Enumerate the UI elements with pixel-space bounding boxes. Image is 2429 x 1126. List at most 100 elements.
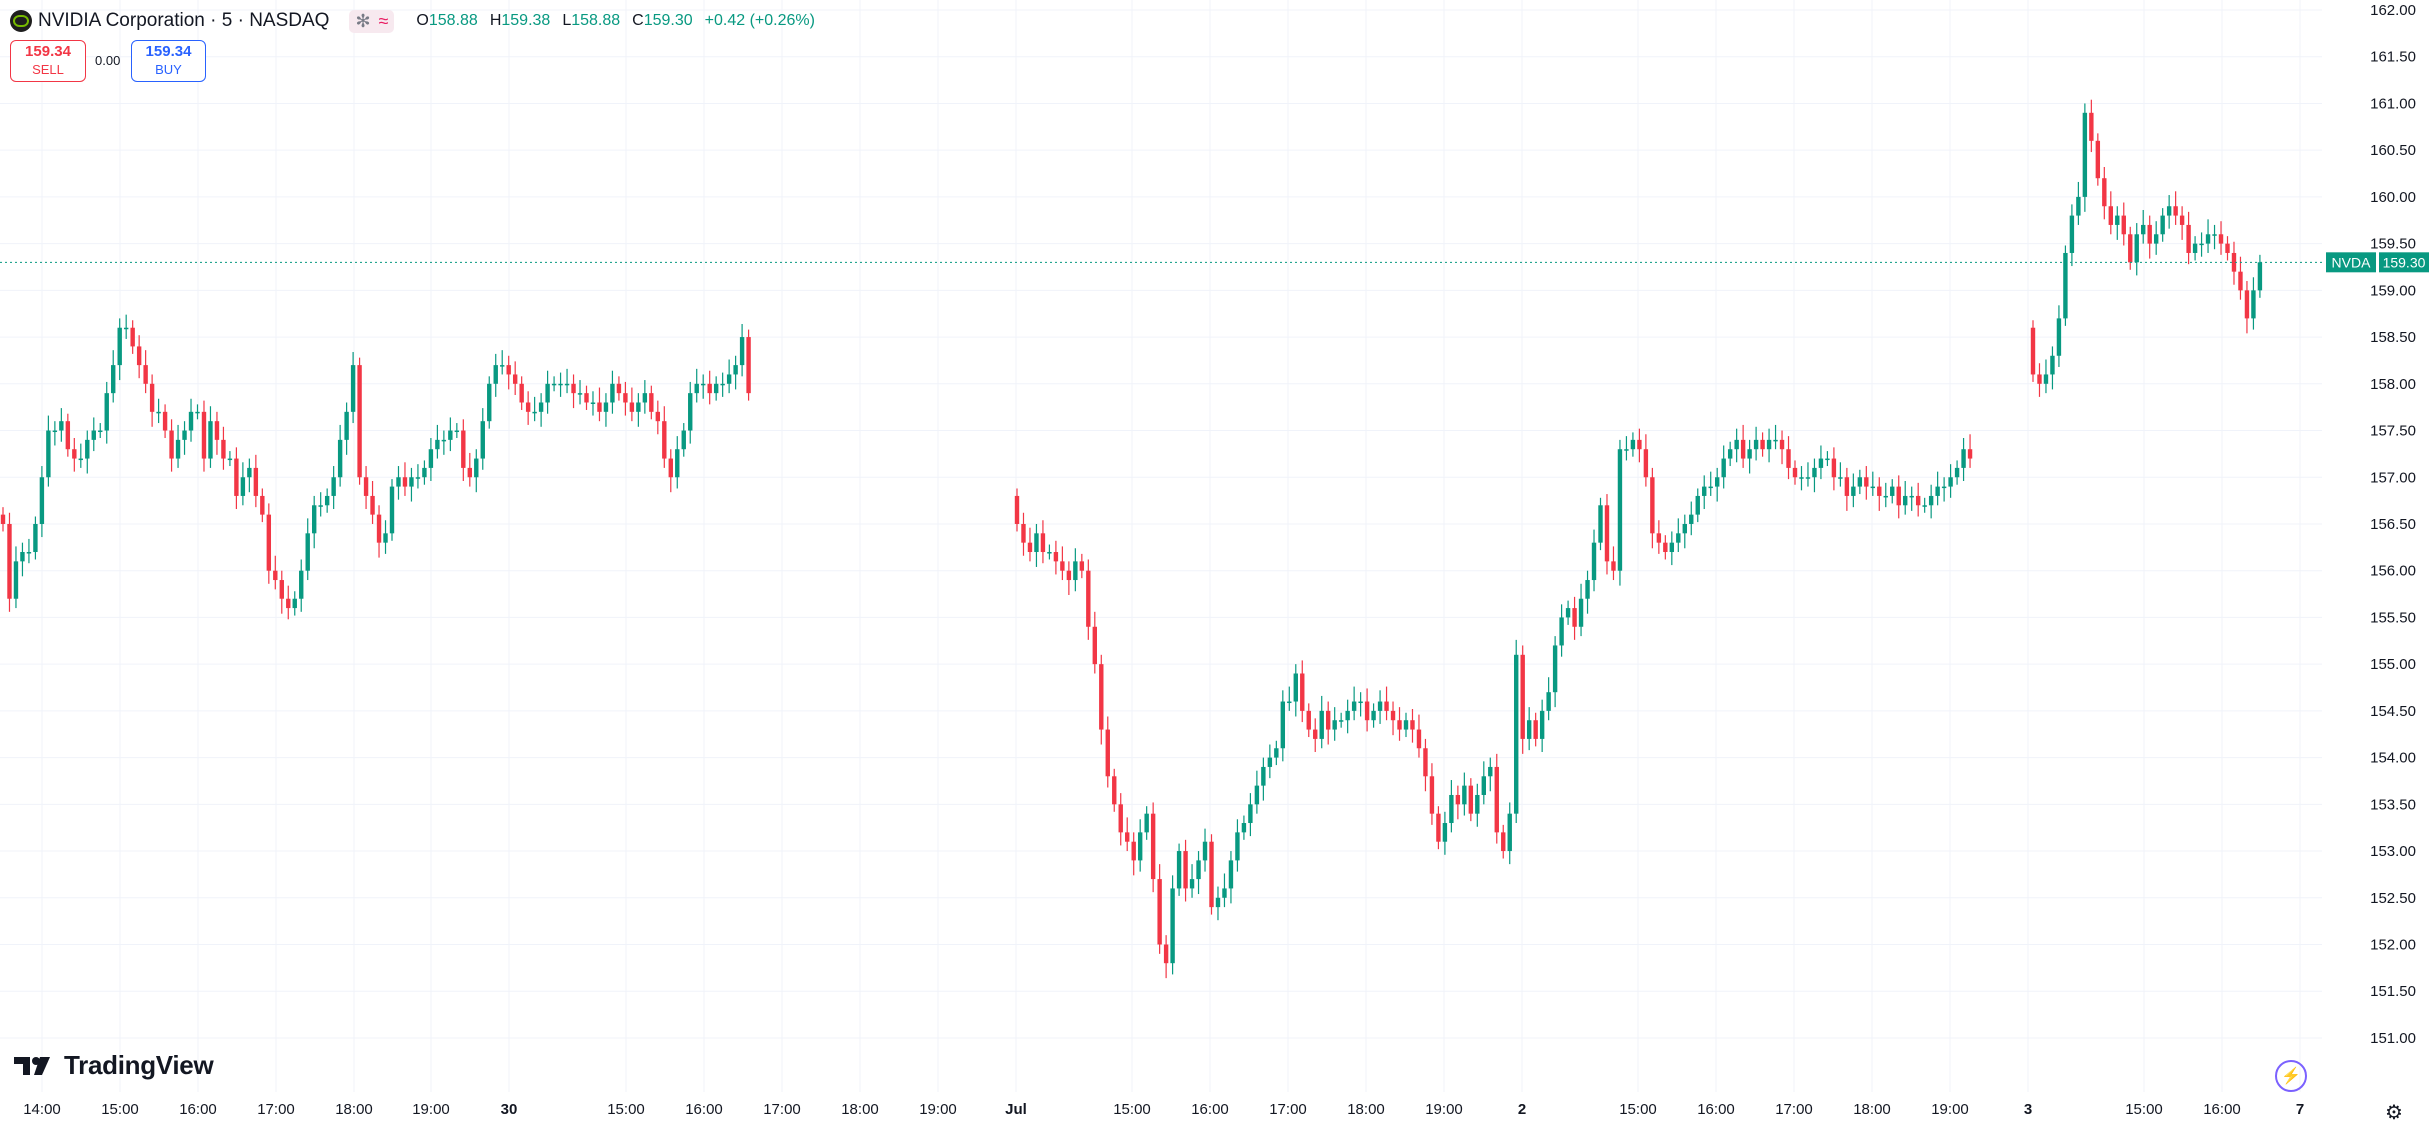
- y-tick-label: 162.00: [2370, 2, 2416, 19]
- candle-body: [279, 580, 284, 599]
- candle-body: [2069, 215, 2075, 253]
- candle-body: [616, 383, 622, 394]
- spread-value: 0.00: [95, 53, 121, 68]
- candle-body: [1760, 439, 1765, 450]
- sell-button[interactable]: 159.34 SELL: [10, 40, 86, 82]
- candle-body: [1883, 495, 1888, 498]
- buy-button[interactable]: 159.34 BUY: [131, 40, 206, 82]
- candle-body: [1105, 729, 1110, 777]
- price-tag-symbol: NVDA: [2332, 254, 2372, 270]
- candle-body: [584, 393, 589, 403]
- y-tick-label: 151.50: [2370, 983, 2416, 1000]
- candle-body: [1559, 617, 1564, 646]
- close-label: C: [632, 12, 644, 29]
- y-tick-label: 152.00: [2370, 937, 2416, 954]
- candle-body: [2212, 234, 2217, 236]
- symbol-title[interactable]: NVIDIA Corporation · 5 · NASDAQ: [38, 10, 330, 31]
- candle-body: [1890, 486, 1895, 496]
- indicator-pills[interactable]: ✻ ≈: [349, 9, 395, 33]
- asterisk-icon[interactable]: ✻: [355, 10, 371, 31]
- candle-body: [1034, 533, 1039, 553]
- candle-body: [1338, 720, 1344, 722]
- x-tick-label: 7: [2296, 1101, 2304, 1118]
- candle-body: [1125, 832, 1130, 842]
- y-tick-label: 161.00: [2370, 95, 2416, 112]
- candle-body: [2115, 215, 2120, 225]
- candle-body: [1708, 486, 1713, 489]
- candle-body: [1202, 841, 1208, 861]
- candle-body: [370, 495, 375, 515]
- lightning-icon[interactable]: ⚡: [2275, 1060, 2307, 1092]
- candle-body: [33, 523, 38, 553]
- x-tick-label: 15:00: [2125, 1101, 2163, 1118]
- candle-body: [1429, 776, 1435, 814]
- candle-body: [1650, 477, 1655, 534]
- candle-body: [363, 477, 369, 496]
- candle-body: [1073, 561, 1078, 581]
- x-tick-label: Jul: [1005, 1101, 1027, 1118]
- candle-body: [2128, 234, 2133, 263]
- candle-body: [1851, 486, 1856, 496]
- candle-body: [1027, 542, 1033, 553]
- candle-body: [1624, 449, 1629, 451]
- candle-body: [7, 523, 12, 599]
- candle-body: [1818, 458, 1824, 468]
- candle-body: [104, 393, 109, 431]
- candle-body: [1332, 720, 1337, 730]
- candle-body: [59, 421, 64, 431]
- candle-body: [746, 337, 751, 394]
- candle-body: [1805, 477, 1811, 479]
- y-tick-label: 154.00: [2370, 750, 2416, 767]
- settings-gear-icon[interactable]: ⚙: [2385, 1102, 2403, 1124]
- candle-body: [1475, 794, 1480, 814]
- candle-body: [175, 439, 181, 459]
- y-tick-label: 154.50: [2370, 703, 2416, 720]
- candle-body: [324, 495, 330, 506]
- candle-body: [1546, 692, 1551, 711]
- candle-body: [1423, 748, 1428, 777]
- candle-body: [182, 430, 187, 440]
- candle-body: [2257, 262, 2263, 291]
- low-label: L: [562, 12, 572, 29]
- sell-label: SELL: [32, 62, 64, 77]
- y-tick-label: 159.00: [2370, 282, 2416, 299]
- candle-body: [1293, 673, 1298, 702]
- candle-body: [143, 365, 148, 384]
- candle-body: [1838, 477, 1843, 479]
- candle-body: [1617, 449, 1623, 571]
- x-tick-label: 18:00: [841, 1101, 879, 1118]
- candle-body: [1287, 701, 1292, 704]
- candle-body: [2063, 252, 2068, 319]
- candle-body: [2244, 290, 2250, 319]
- wave-icon[interactable]: ≈: [378, 10, 389, 31]
- chart-grid: [0, 0, 2322, 1092]
- candle-body: [1241, 823, 1247, 833]
- candle-body: [136, 346, 142, 366]
- x-tick-label: 17:00: [257, 1101, 295, 1118]
- candle-body: [662, 421, 667, 459]
- x-tick-label: 18:00: [1347, 1101, 1385, 1118]
- candle-body: [292, 598, 297, 609]
- candle-body: [1494, 766, 1499, 833]
- candle-body: [312, 505, 317, 534]
- candle-body: [1112, 776, 1117, 805]
- price-tag-symbol-bg: [2326, 252, 2376, 273]
- sell-price: 159.34: [25, 43, 71, 60]
- candle-body: [1397, 720, 1402, 730]
- candle-body: [1909, 495, 1914, 498]
- buy-price: 159.34: [145, 43, 192, 60]
- x-tick-label: 17:00: [1269, 1101, 1307, 1118]
- candle-body: [1799, 477, 1804, 479]
- candle-body: [649, 393, 654, 412]
- price-tag-value: 159.30: [2383, 254, 2426, 270]
- candle-body: [2121, 215, 2126, 235]
- candle-body: [1896, 486, 1901, 506]
- candle-body: [428, 449, 434, 468]
- candle-body: [1254, 785, 1260, 805]
- x-tick-label: 15:00: [1113, 1101, 1151, 1118]
- tradingview-logo[interactable]: TradingView: [14, 1050, 214, 1081]
- candle-body: [2089, 112, 2094, 141]
- candle-body: [286, 598, 291, 609]
- candle-body: [149, 383, 155, 412]
